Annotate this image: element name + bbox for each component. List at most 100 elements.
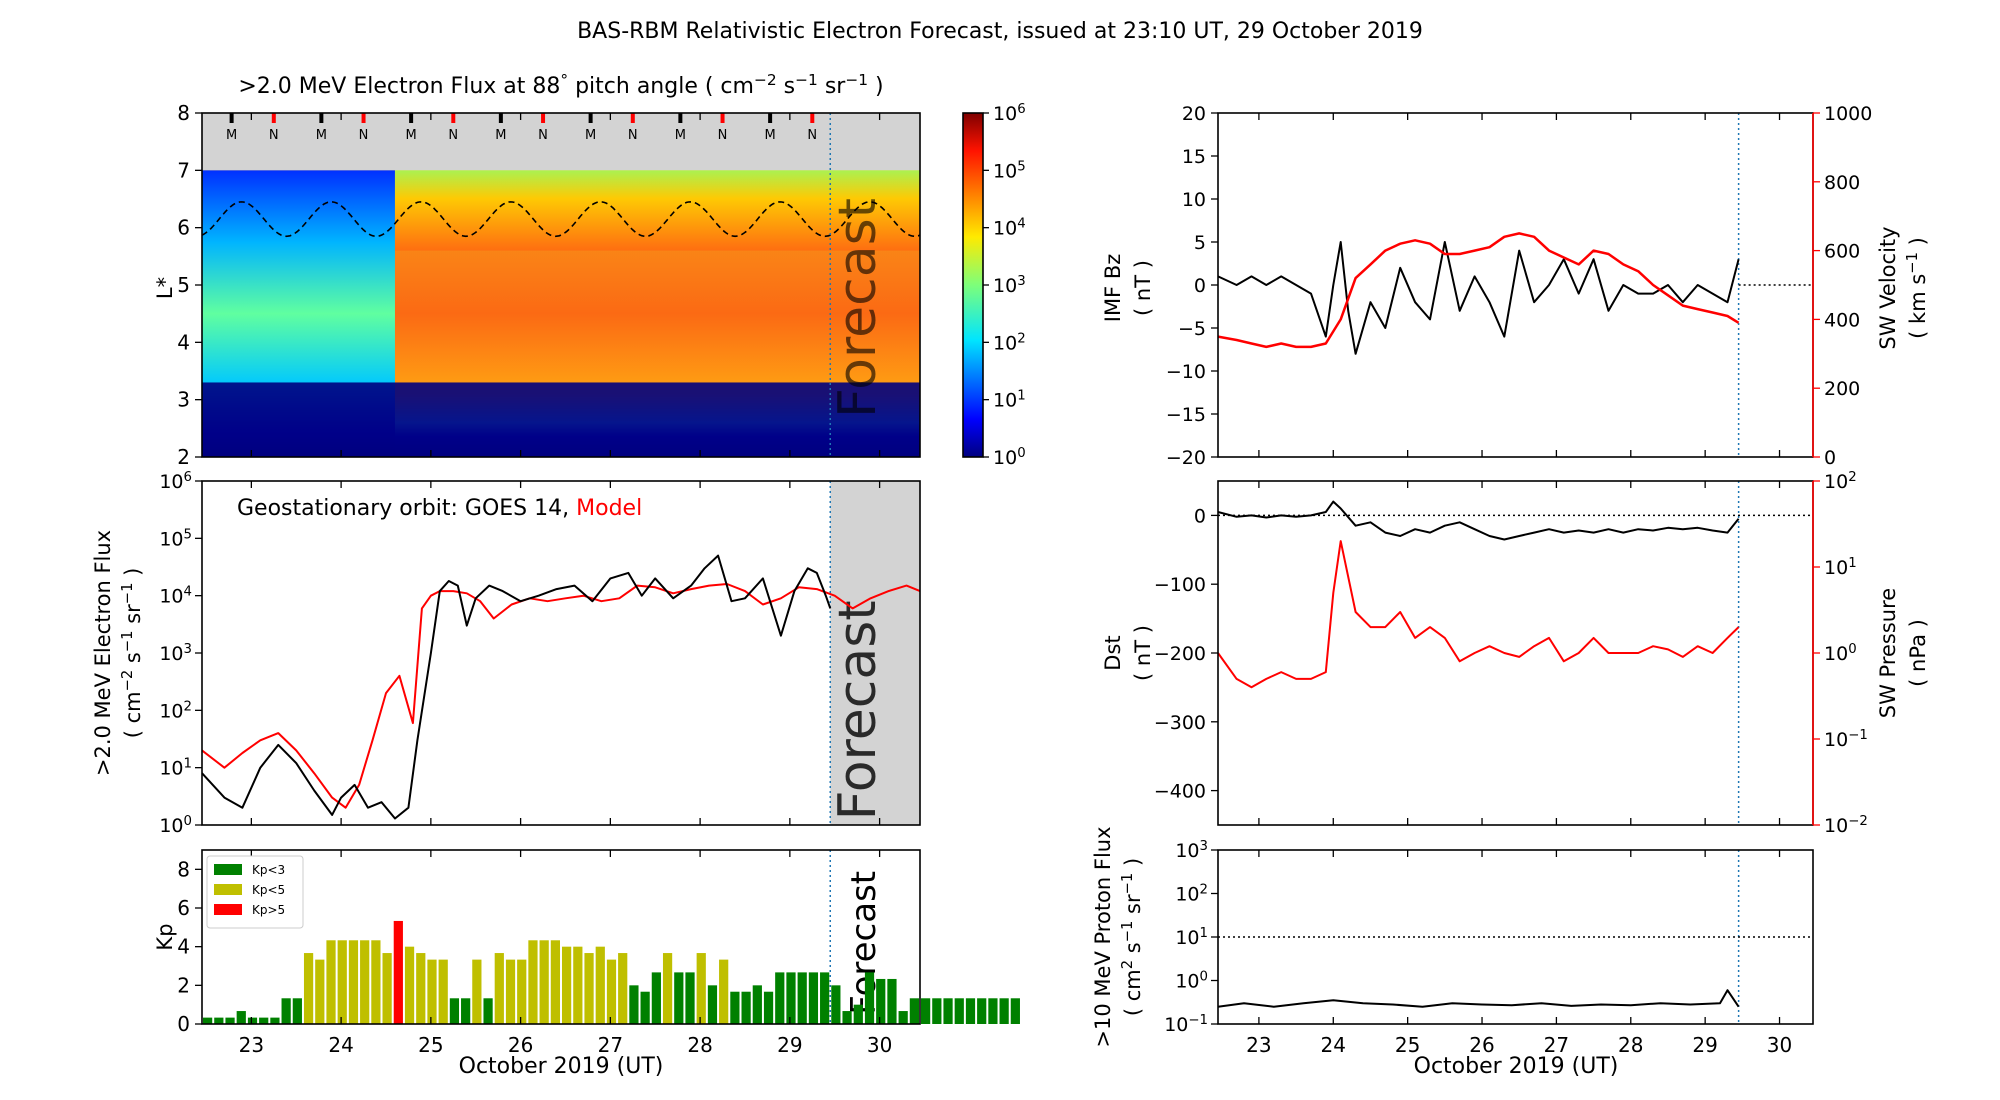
kp-bar: [943, 998, 953, 1024]
kp-bar: [550, 940, 560, 1024]
kp-axes-frame: [201, 849, 921, 1025]
kp-bar: [775, 972, 785, 1024]
geo-model-line: [201, 583, 921, 809]
lstar-ytick-label: 2: [177, 445, 190, 469]
kp-bar: [528, 940, 538, 1024]
orbit-marker-label: N: [807, 128, 817, 143]
dst-ytick-label: −300: [1154, 712, 1206, 734]
kp-ytick-label: 8: [177, 857, 190, 881]
kp-bar: [730, 991, 740, 1024]
dst-line: [1217, 500, 1740, 541]
dst-ytick-label: −200: [1154, 643, 1206, 665]
geo-ytick-label: 104: [159, 585, 192, 608]
kp-bar: [921, 998, 931, 1024]
colorbar-tick-label: 105: [993, 159, 1026, 182]
kp-legend-swatch: [214, 884, 242, 895]
kp-bar: [236, 1011, 246, 1024]
kp-bar: [214, 1017, 224, 1024]
kp-ytick-label: 6: [177, 896, 190, 920]
kp-xtick-label: 29: [777, 1033, 802, 1057]
orbit-marker-label: M: [495, 128, 506, 143]
geo-ytick-label: 103: [159, 642, 192, 665]
kp-bar: [909, 998, 919, 1024]
kp-bar: [831, 985, 841, 1024]
kp-bar: [292, 998, 302, 1024]
kp-bar: [662, 953, 673, 1024]
orbit-marker-label: M: [226, 128, 237, 143]
orbit-marker-label: M: [765, 128, 776, 143]
proton-xtick-label: 29: [1692, 1033, 1717, 1057]
kp-xtick-label: 25: [418, 1033, 443, 1057]
kp-xtick-label: 26: [508, 1033, 533, 1057]
kp-bar: [438, 959, 448, 1024]
geo-ylabel-line1: >2.0 MeV Electron Flux: [91, 530, 115, 776]
kp-bar: [203, 1017, 213, 1024]
kp-ytick-label: 4: [177, 935, 190, 959]
kp-bar: [270, 1017, 280, 1024]
kp-bar: [573, 946, 583, 1024]
kp-bar: [752, 985, 762, 1024]
kp-bar: [932, 998, 942, 1024]
imf-ytick-label: 0: [1194, 275, 1206, 297]
kp-bar: [977, 998, 987, 1024]
kp-bar: [517, 959, 527, 1024]
kp-bar: [259, 1017, 269, 1024]
lstar-ylabel: L*: [153, 277, 177, 299]
kp-ytick-label: 0: [177, 1012, 190, 1036]
kp-legend-swatch: [214, 864, 242, 875]
proton-xtick-label: 23: [1246, 1033, 1271, 1057]
geo-annotation: Geostationary orbit: GOES 14, Model: [237, 496, 642, 521]
pressure-ylabel-line1: SW Pressure: [1876, 588, 1900, 718]
kp-bar: [494, 953, 504, 1024]
kp-bar: [505, 959, 516, 1024]
proton-ytick-label: 102: [1175, 882, 1208, 905]
colorbar-tick-label: 104: [993, 217, 1026, 240]
kp-bar: [606, 959, 617, 1024]
geo-ytick-label: 100: [159, 814, 192, 837]
imf-ylabel-line2: ( nT ): [1131, 260, 1155, 316]
lstar-ytick-label: 7: [177, 158, 190, 182]
pressure-ytick-label: 101: [1824, 556, 1857, 579]
kp-bar: [483, 998, 493, 1024]
velocity-ytick-label: 800: [1824, 172, 1860, 194]
imf-bz-line: [1217, 241, 1740, 355]
pressure-ylabel-line2: ( nPa ): [1906, 619, 1930, 687]
geo-axes-frame: [201, 480, 921, 826]
imf-ytick-label: −10: [1166, 361, 1206, 383]
kp-bar: [786, 972, 796, 1024]
imf-ytick-label: −5: [1178, 318, 1206, 340]
imf-bz-sw-velocity-panel: 20 15 10 5 0 −5 −10 −15 −20 1000 800 600 400 200 0 IMF …: [1101, 103, 1930, 469]
imf-axes-frame: [1217, 112, 1814, 458]
kp-bar: [382, 953, 392, 1024]
colorbar-gradient: [963, 113, 983, 457]
kp-bar: [562, 946, 572, 1024]
kp-bar: [449, 998, 460, 1024]
lstar-heatmap-outer-belt: [394, 170, 920, 251]
kp-bar: [348, 940, 359, 1024]
kp-legend-label: Kp<3: [252, 863, 285, 877]
imf-ytick-label: 15: [1182, 146, 1206, 168]
kp-bar: [461, 998, 471, 1024]
kp-bar: [539, 940, 549, 1024]
kp-bar: [887, 978, 897, 1024]
geo-ytick-label: 106: [159, 470, 192, 493]
proton-xtick-label: 28: [1618, 1033, 1643, 1057]
proton-xtick-label: 26: [1469, 1033, 1494, 1057]
kp-xtick-label: 27: [598, 1033, 623, 1057]
orbit-marker-label: N: [538, 128, 548, 143]
lstar-flux-panel: Forecast M N M N M N M N M N M N M N 2 3 4 5 6 7 8 L* >2.0 MeV …: [153, 71, 921, 469]
lstar-ytick-label: 8: [177, 101, 190, 125]
kp-bar: [472, 959, 482, 1024]
kp-bar: [876, 978, 886, 1024]
kp-bar: [247, 1017, 258, 1024]
kp-bar: [595, 946, 605, 1024]
lstar-ytick-label: 4: [177, 330, 190, 354]
lstar-panel-title: >2.0 MeV Electron Flux at 88° pitch angl…: [238, 71, 883, 99]
kp-bar: [629, 985, 639, 1024]
orbit-marker-label: M: [316, 128, 327, 143]
proton-xtick-label: 24: [1321, 1033, 1346, 1057]
kp-ytick-label: 2: [177, 973, 190, 997]
